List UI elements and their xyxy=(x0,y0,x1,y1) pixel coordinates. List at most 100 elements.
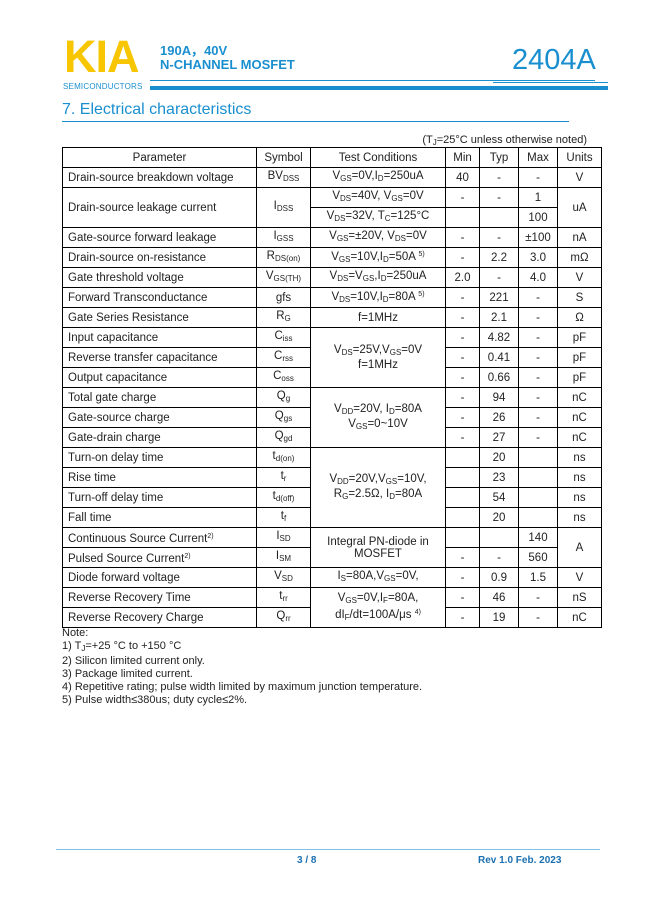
table-row: Drain-source breakdown voltage BVDSS VGS=0… xyxy=(62,167,602,188)
cell-typ: 4.82 xyxy=(479,327,519,348)
cell-test-conditions: VDD=20V, ID=80A VGS=0~10V xyxy=(310,387,446,448)
cell-max: 1.5 xyxy=(518,567,558,588)
cell-symbol: VSD xyxy=(256,567,311,588)
cell-symbol: Qgs xyxy=(256,407,311,428)
cell-min: - xyxy=(445,387,480,408)
column-header-units: Units xyxy=(557,147,602,168)
table-row: Turn-on delay time td(on) VDD=20V,VGS=10V,… xyxy=(62,447,602,528)
table-row: Gate Series Resistance RG f=1MHz -2.1- Ω xyxy=(62,307,602,328)
cell-max xyxy=(518,487,558,508)
cell-symbol: tf xyxy=(256,507,311,528)
cell-max: - xyxy=(518,407,558,428)
column-header-symbol: Symbol xyxy=(256,147,311,168)
table-row: Rise time tr 23 ns xyxy=(62,467,602,488)
cell-units: V xyxy=(557,167,602,188)
cell-parameter: Gate-source charge xyxy=(62,407,257,428)
cell-max: - xyxy=(518,587,558,608)
section-title: 7. Electrical characteristics xyxy=(62,101,252,118)
cell-min: - xyxy=(445,227,480,248)
cell-units: pF xyxy=(557,367,602,388)
cell-symbol: trr xyxy=(256,587,311,608)
logo-subtext: SEMICONDUCTORS xyxy=(63,82,143,91)
table-row: Gate-source charge Qgs -26- nC xyxy=(62,407,602,428)
cell-typ: 20 xyxy=(479,447,519,468)
cell-typ: 221 xyxy=(479,287,519,308)
table-row: Drain-source leakage current IDSS VDS=40V,… xyxy=(62,187,602,228)
cell-test-conditions: Integral PN-diode in MOSFET xyxy=(310,527,446,568)
cell-typ: 46 xyxy=(479,587,519,608)
cell-symbol: td(on) xyxy=(256,447,311,468)
page-number: 3 / 8 xyxy=(297,855,317,866)
cell-test-conditions: VGS=±20V, VDS=0V xyxy=(310,227,446,248)
cell-max: - xyxy=(518,607,558,628)
cell-min: - xyxy=(445,607,480,628)
cell-units: nA xyxy=(557,227,602,248)
device-rating: 190A，40V xyxy=(160,43,228,58)
cell-symbol: Crss xyxy=(256,347,311,368)
cell-max: 4.0 xyxy=(518,267,558,288)
cell-symbol: IDSS xyxy=(256,187,311,228)
cell-min: - xyxy=(445,287,480,308)
cell-test-conditions: VDD=20V,VGS=10V, RG=2.5Ω, ID=80A xyxy=(310,447,446,528)
cell-parameter: Total gate charge xyxy=(62,387,257,408)
electrical-characteristics-table: Parameter Symbol Test Conditions Min Typ Max U… xyxy=(62,147,602,628)
cell-units: V xyxy=(557,567,602,588)
cell-max: 100 xyxy=(518,207,558,228)
kia-logo: KIA xyxy=(64,31,139,82)
table-row: Reverse Recovery Time trr VGS=0V,IF=80A, dI… xyxy=(62,587,602,628)
cell-symbol: gfs xyxy=(256,287,311,308)
cell-typ: 20 xyxy=(479,507,519,528)
column-header-max: Max xyxy=(518,147,558,168)
cell-symbol: IGSS xyxy=(256,227,311,248)
cell-min: - xyxy=(445,367,480,388)
cell-test-conditions: f=1MHz xyxy=(310,307,446,328)
cell-parameter: Gate Series Resistance xyxy=(62,307,257,328)
cell-min: - xyxy=(445,407,480,428)
table-row: Forward Transconductance gfs VDS=10V,ID=80… xyxy=(62,287,602,308)
cell-units: pF xyxy=(557,327,602,348)
column-header-typ: Typ xyxy=(479,147,519,168)
cell-units: nS xyxy=(557,587,602,608)
cell-min: - xyxy=(445,587,480,608)
cell-symbol: BVDSS xyxy=(256,167,311,188)
cell-typ: - xyxy=(479,267,519,288)
cell-typ: 23 xyxy=(479,467,519,488)
section-divider xyxy=(62,121,569,122)
cell-typ: 27 xyxy=(479,427,519,448)
cell-parameter: Gate-drain charge xyxy=(62,427,257,448)
table-row: Drain-source on-resistance RDS(on) VGS=10V… xyxy=(62,247,602,268)
cell-symbol: Qgd xyxy=(256,427,311,448)
cell-typ: 0.66 xyxy=(479,367,519,388)
cell-parameter: Pulsed Source Current2) xyxy=(62,547,257,568)
cell-parameter: Forward Transconductance xyxy=(62,287,257,308)
column-header-test-conditions: Test Conditions xyxy=(310,147,446,168)
cell-symbol: ISM xyxy=(256,547,311,568)
cell-min xyxy=(445,507,480,528)
cell-max: - xyxy=(518,167,558,188)
cell-units: ns xyxy=(557,487,602,508)
cell-typ: 2.1 xyxy=(479,307,519,328)
cell-parameter: Reverse Recovery Charge xyxy=(62,607,257,628)
cell-symbol: Qrr xyxy=(256,607,311,628)
table-row: Reverse Recovery Charge Qrr -19- nC xyxy=(62,607,602,628)
part-number: 2404A xyxy=(512,44,596,76)
cell-symbol: Coss xyxy=(256,367,311,388)
cell-min: 2.0 xyxy=(445,267,480,288)
cell-max: - xyxy=(518,287,558,308)
table-row: Total gate charge Qg VDD=20V, ID=80A VGS=0~… xyxy=(62,387,602,448)
cell-units: nC xyxy=(557,387,602,408)
note-line: 5) Pulse width≤380us; duty cycle≤2%. xyxy=(62,694,248,706)
cell-parameter: Drain-source on-resistance xyxy=(62,247,257,268)
cell-units: nC xyxy=(557,427,602,448)
cell-symbol: RDS(on) xyxy=(256,247,311,268)
cell-max: 560 xyxy=(518,547,558,568)
cell-min: - xyxy=(445,327,480,348)
cell-test-conditions: VDS=VGS,ID=250uA xyxy=(310,267,446,288)
cell-min xyxy=(445,527,480,548)
condition-note: (TJ=25°C unless otherwise noted) xyxy=(422,134,587,147)
cell-symbol: VGS(TH) xyxy=(256,267,311,288)
cell-max: - xyxy=(518,367,558,388)
cell-symbol: ISD xyxy=(256,527,311,548)
cell-typ: 26 xyxy=(479,407,519,428)
cell-min: - xyxy=(445,567,480,588)
